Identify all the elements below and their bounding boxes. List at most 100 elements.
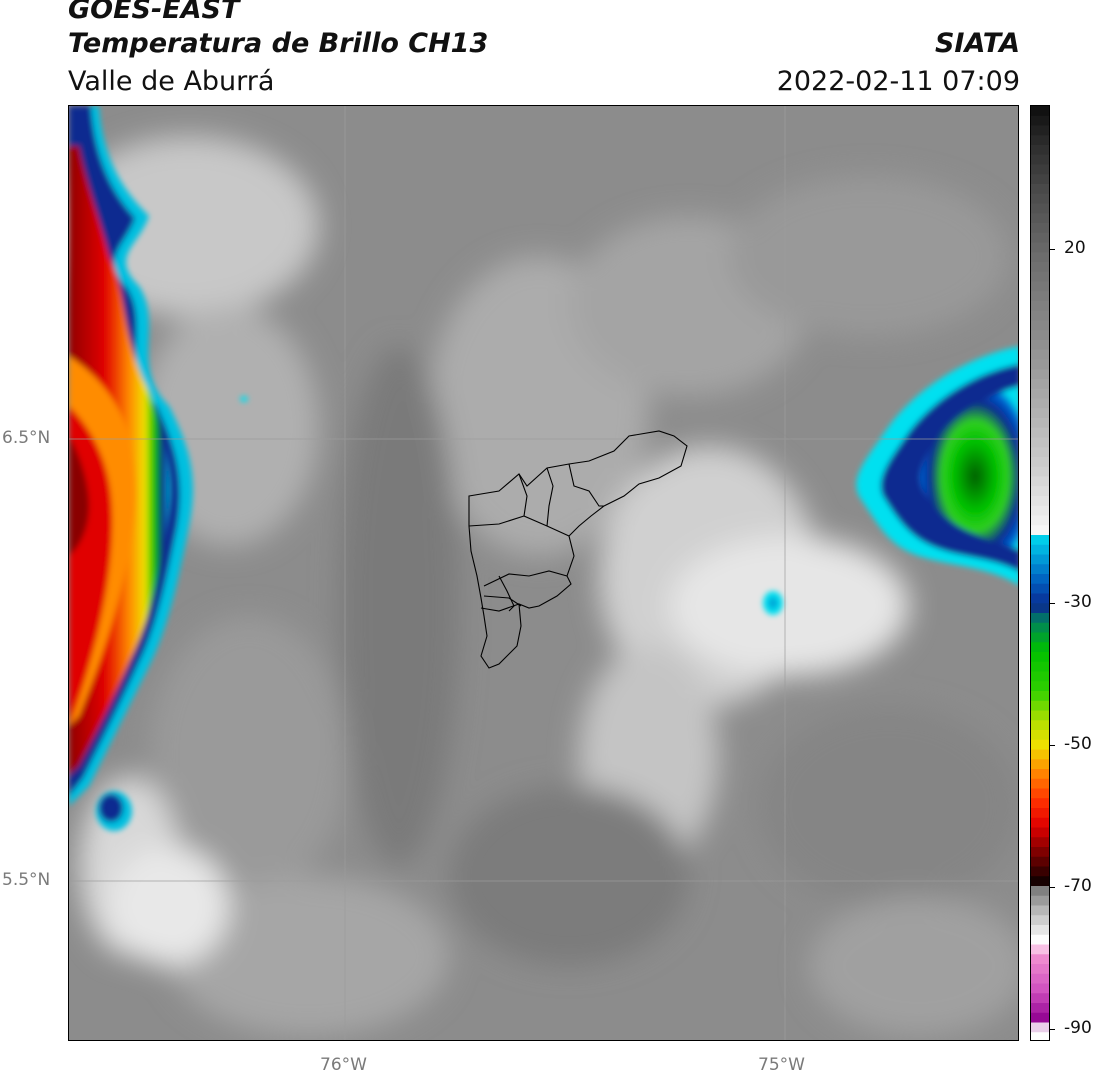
colorbar-step xyxy=(1031,106,1049,117)
colorbar-step xyxy=(1031,613,1049,624)
colorbar-step xyxy=(1031,778,1049,790)
colorbar-step xyxy=(1031,184,1049,195)
colorbar-step xyxy=(1031,515,1049,526)
colorbar-step xyxy=(1031,681,1049,692)
colorbar-step xyxy=(1031,564,1049,575)
gray-cloud-texture xyxy=(69,136,1018,1036)
colorbar-step xyxy=(1031,574,1049,585)
colorbar-step xyxy=(1031,330,1049,341)
colorbar-tick xyxy=(1049,603,1055,604)
colorbar-step xyxy=(1031,827,1049,838)
colorbar-step xyxy=(1031,730,1049,741)
colorbar-step xyxy=(1031,203,1049,214)
colorbar-step xyxy=(1031,291,1049,302)
colorbar-step xyxy=(1031,934,1049,946)
colorbar-step xyxy=(1031,213,1049,224)
colorbar-step xyxy=(1031,145,1049,156)
colorbar-label-20: 20 xyxy=(1064,238,1086,258)
brightness-temperature-field xyxy=(69,106,1018,1040)
colorbar-step xyxy=(1031,788,1049,799)
temperature-colorbar xyxy=(1030,105,1050,1041)
map-subtitle-region: Valle de Aburrá xyxy=(68,66,275,97)
colorbar-step xyxy=(1031,544,1049,556)
colorbar-gradient xyxy=(1031,106,1049,1040)
colorbar-step xyxy=(1031,1032,1049,1040)
colorbar-step xyxy=(1031,983,1049,994)
colorbar-step xyxy=(1031,915,1049,926)
colorbar-step xyxy=(1031,466,1049,478)
colorbar-step xyxy=(1031,408,1049,419)
colorbar-step xyxy=(1031,925,1049,936)
colorbar-step xyxy=(1031,359,1049,370)
colorbar-step xyxy=(1031,476,1049,487)
colorbar-step xyxy=(1031,281,1049,292)
colorbar-step xyxy=(1031,340,1049,351)
colorbar-step xyxy=(1031,720,1049,731)
colorbar-step xyxy=(1031,993,1049,1004)
colorbar-step xyxy=(1031,817,1049,829)
organization-label: SIATA xyxy=(934,28,1020,59)
colorbar-step xyxy=(1031,223,1049,234)
colorbar-step xyxy=(1031,427,1049,439)
timestamp-label: 2022-02-11 07:09 xyxy=(776,66,1020,97)
colorbar-step xyxy=(1031,837,1049,848)
colorbar-step xyxy=(1031,125,1049,136)
colorbar-step xyxy=(1031,174,1049,185)
colorbar-step xyxy=(1031,856,1049,868)
colorbar-step xyxy=(1031,1003,1049,1014)
colorbar-step xyxy=(1031,418,1049,429)
colorbar-step xyxy=(1031,808,1049,819)
colorbar-step xyxy=(1031,388,1049,400)
colorbar-step xyxy=(1031,310,1049,322)
colorbar-step xyxy=(1031,271,1049,283)
colorbar-step xyxy=(1031,193,1049,205)
east-convective-system xyxy=(763,346,1018,615)
colorbar-step xyxy=(1031,583,1049,595)
colorbar-step xyxy=(1031,759,1049,770)
colorbar-label-minus-70: -70 xyxy=(1064,876,1092,896)
colorbar-label-minus-50: -50 xyxy=(1064,734,1092,754)
municipality-boundaries xyxy=(468,430,688,669)
colorbar-step xyxy=(1031,154,1049,166)
colorbar-step xyxy=(1031,700,1049,712)
colorbar-step xyxy=(1031,525,1049,536)
colorbar-step xyxy=(1031,944,1049,955)
colorbar-step xyxy=(1031,252,1049,263)
colorbar-step xyxy=(1031,135,1049,146)
colorbar-step xyxy=(1031,379,1049,390)
colorbar-step xyxy=(1031,398,1049,409)
colorbar-label-minus-90: -90 xyxy=(1064,1018,1092,1038)
colorbar-tick xyxy=(1049,887,1055,888)
lon-label-76w: 76°W xyxy=(320,1055,367,1075)
colorbar-step xyxy=(1031,242,1049,253)
colorbar-step xyxy=(1031,593,1049,604)
colorbar-step xyxy=(1031,847,1049,858)
west-convective-system xyxy=(69,106,248,831)
colorbar-step xyxy=(1031,349,1049,361)
map-gridlines xyxy=(69,106,1018,1040)
colorbar-step xyxy=(1031,369,1049,380)
colorbar-step xyxy=(1031,642,1049,653)
colorbar-step xyxy=(1031,486,1049,497)
colorbar-step xyxy=(1031,661,1049,673)
colorbar-tick xyxy=(1049,745,1055,746)
colorbar-step xyxy=(1031,603,1049,614)
colorbar-step xyxy=(1031,798,1049,809)
colorbar-step xyxy=(1031,164,1049,175)
colorbar-step xyxy=(1031,437,1049,448)
colorbar-step xyxy=(1031,905,1049,916)
colorbar-step xyxy=(1031,554,1049,565)
colorbar-step xyxy=(1031,457,1049,468)
colorbar-step xyxy=(1031,691,1049,702)
colorbar-step xyxy=(1031,964,1049,975)
map-title-product: Temperatura de Brillo CH13 xyxy=(68,28,489,59)
colorbar-step xyxy=(1031,1022,1049,1033)
colorbar-step xyxy=(1031,954,1049,965)
colorbar-step xyxy=(1031,866,1049,877)
colorbar-step xyxy=(1031,671,1049,682)
colorbar-step xyxy=(1031,447,1049,458)
colorbar-step xyxy=(1031,749,1049,760)
lat-label-6-5n: 6.5°N xyxy=(2,428,51,448)
colorbar-step xyxy=(1031,632,1049,643)
colorbar-step xyxy=(1031,710,1049,721)
